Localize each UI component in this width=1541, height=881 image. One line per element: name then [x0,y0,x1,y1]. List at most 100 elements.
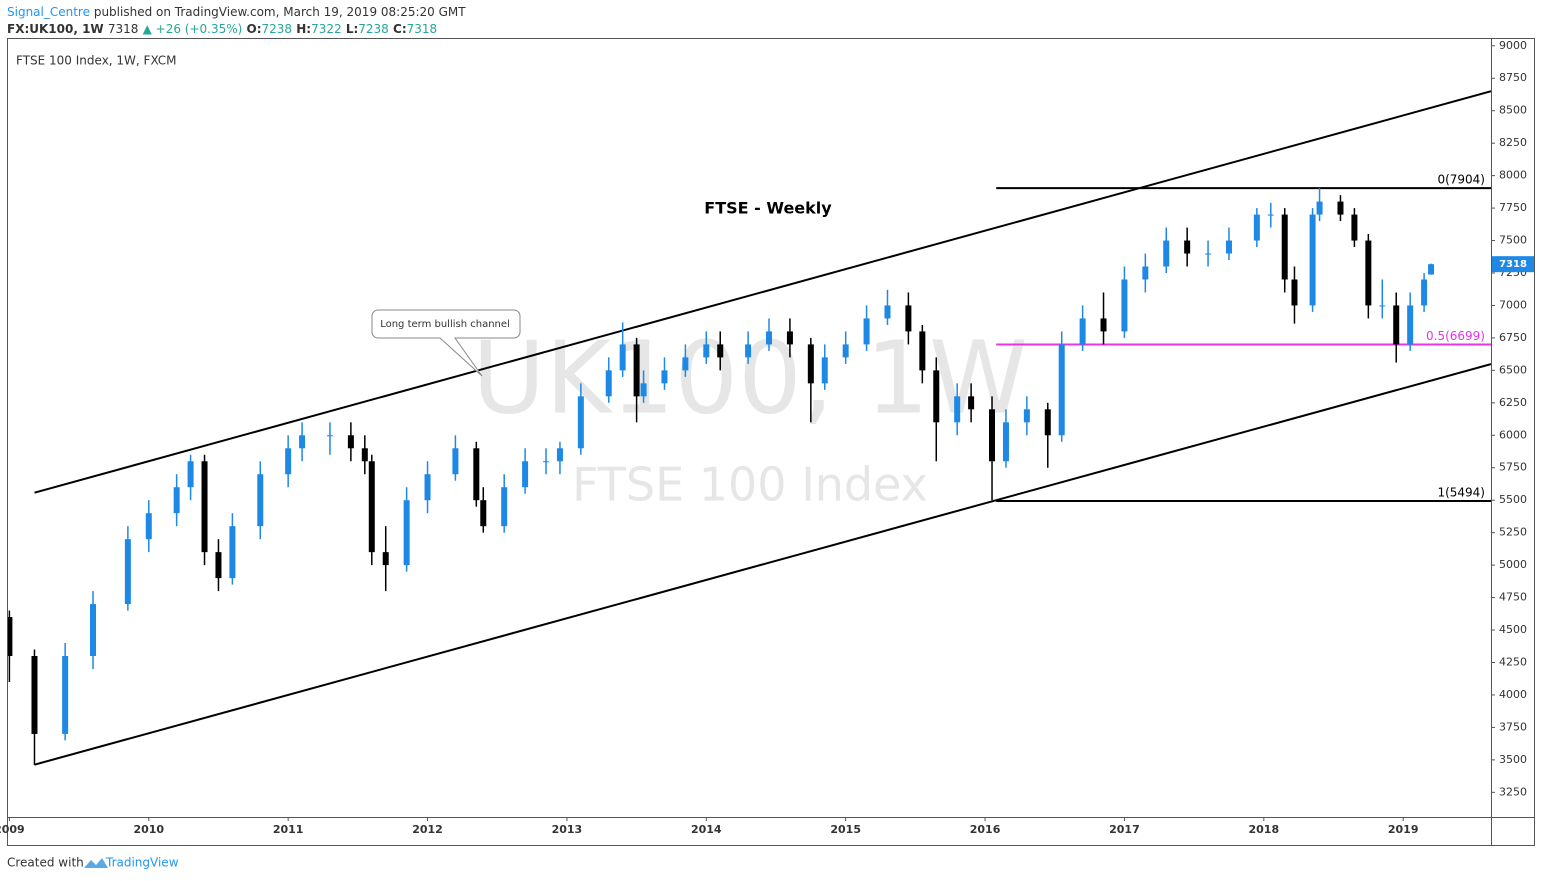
y-tick-label: 8250 [1499,136,1527,149]
change: ▲ +26 (+0.35%) [143,22,243,36]
candle-body [501,487,508,527]
l-label: L: [346,22,358,36]
candle-body [257,474,264,527]
y-tick-label: 6250 [1499,396,1527,409]
x-tick-label: 2010 [133,823,164,836]
candle-body [821,357,828,384]
x-tick-label: 2011 [273,823,304,836]
x-tick-label: 2009 [0,823,25,836]
y-tick-label: 8000 [1499,169,1527,182]
candle-body [187,461,194,488]
y-tick-label: 5750 [1499,461,1527,474]
candle-body [368,461,375,553]
candle-body [347,435,354,449]
y-tick-label: 4250 [1499,655,1527,668]
y-tick-label: 3250 [1499,785,1527,798]
candle-body [633,344,640,397]
y-tick-label: 3750 [1499,720,1527,733]
candle-body [229,526,236,579]
watermark-sub: FTSE 100 Index [572,458,928,512]
x-tick-label: 2012 [412,823,443,836]
candle-body [31,656,38,734]
channel-line [34,90,1491,494]
candle-body [1100,318,1107,332]
candle-body [382,552,389,566]
candle-body [201,461,208,553]
candle-body [452,448,459,475]
symbol: FX:UK100, 1W [7,22,104,36]
candle-body [640,383,647,397]
candle-body [1379,305,1386,307]
candle-body [919,331,926,371]
y-tick-label: 6500 [1499,363,1527,376]
watermark: UK100, 1W [472,319,1028,436]
x-tick-label: 2018 [1248,823,1279,836]
fib-label: 0.5(6699) [1426,329,1485,343]
candle-body [1351,214,1358,241]
user[interactable]: Signal_Centre [7,5,90,19]
candle-body [556,448,563,462]
h: 7322 [311,22,342,36]
published: published on TradingView.com, March 19, … [94,5,466,19]
candle-body [1316,201,1323,215]
candle-body [745,344,752,358]
callout-box [371,309,521,377]
candle-body [807,344,814,384]
candle-body [361,448,368,462]
candle-body [424,474,431,501]
candle-body [619,344,626,371]
candle-body [1337,201,1344,215]
y-tick-label: 5250 [1499,526,1527,539]
price-tag-label: 7318 [1499,259,1527,270]
y-tick-label: 3500 [1499,753,1527,766]
y-tick-label: 4500 [1499,623,1527,636]
last: 7318 [108,22,139,36]
candle-body [1163,240,1170,267]
candle-body [884,305,891,319]
y-tick-label: 5500 [1499,493,1527,506]
candle-body [480,500,487,527]
candle-body [1023,409,1030,423]
fib-label: 1(5494) [1437,485,1485,499]
candle-body [1393,305,1400,345]
footer-brand[interactable]: TradingView [105,856,179,870]
legend: FTSE 100 Index, 1W, FXCM [16,54,177,68]
candle-body [1044,409,1051,436]
symbol-line: FX:UK100, 1W 7318 ▲ +26 (+0.35%) O:7238 … [7,22,437,36]
candle-body [1428,264,1435,275]
x-tick-label: 2019 [1388,823,1419,836]
candle-body [1142,266,1149,280]
y-tick-label: 8500 [1499,104,1527,117]
candle-body [605,370,612,397]
candle-body [766,331,773,345]
x-tick-label: 2013 [552,823,583,836]
candle-body [1121,279,1128,332]
h-label: H: [296,22,311,36]
candle-body [1407,305,1414,345]
y-tick-label: 9000 [1499,39,1527,52]
candle-body [215,552,222,579]
y-tick-label: 4750 [1499,591,1527,604]
candle-body [124,539,131,605]
candle-body [786,331,793,345]
candle-body [1079,318,1086,345]
y-tick-label: 6750 [1499,331,1527,344]
candle-body [1058,344,1065,436]
candle-body [933,370,940,423]
o: 7238 [262,22,293,36]
tv-logo [84,858,108,868]
y-tick-label: 7000 [1499,298,1527,311]
candle-body [1421,279,1428,306]
y-tick-label: 4000 [1499,688,1527,701]
candle-body [1309,214,1316,306]
candle-body [968,396,975,410]
candle-body [905,305,912,332]
candle-body [703,344,710,358]
plot [8,90,1491,766]
candle-body [145,513,152,540]
candle-body [661,370,668,384]
callout-text: Long term bullish channel [380,319,510,330]
y-tick-label: 7500 [1499,234,1527,247]
